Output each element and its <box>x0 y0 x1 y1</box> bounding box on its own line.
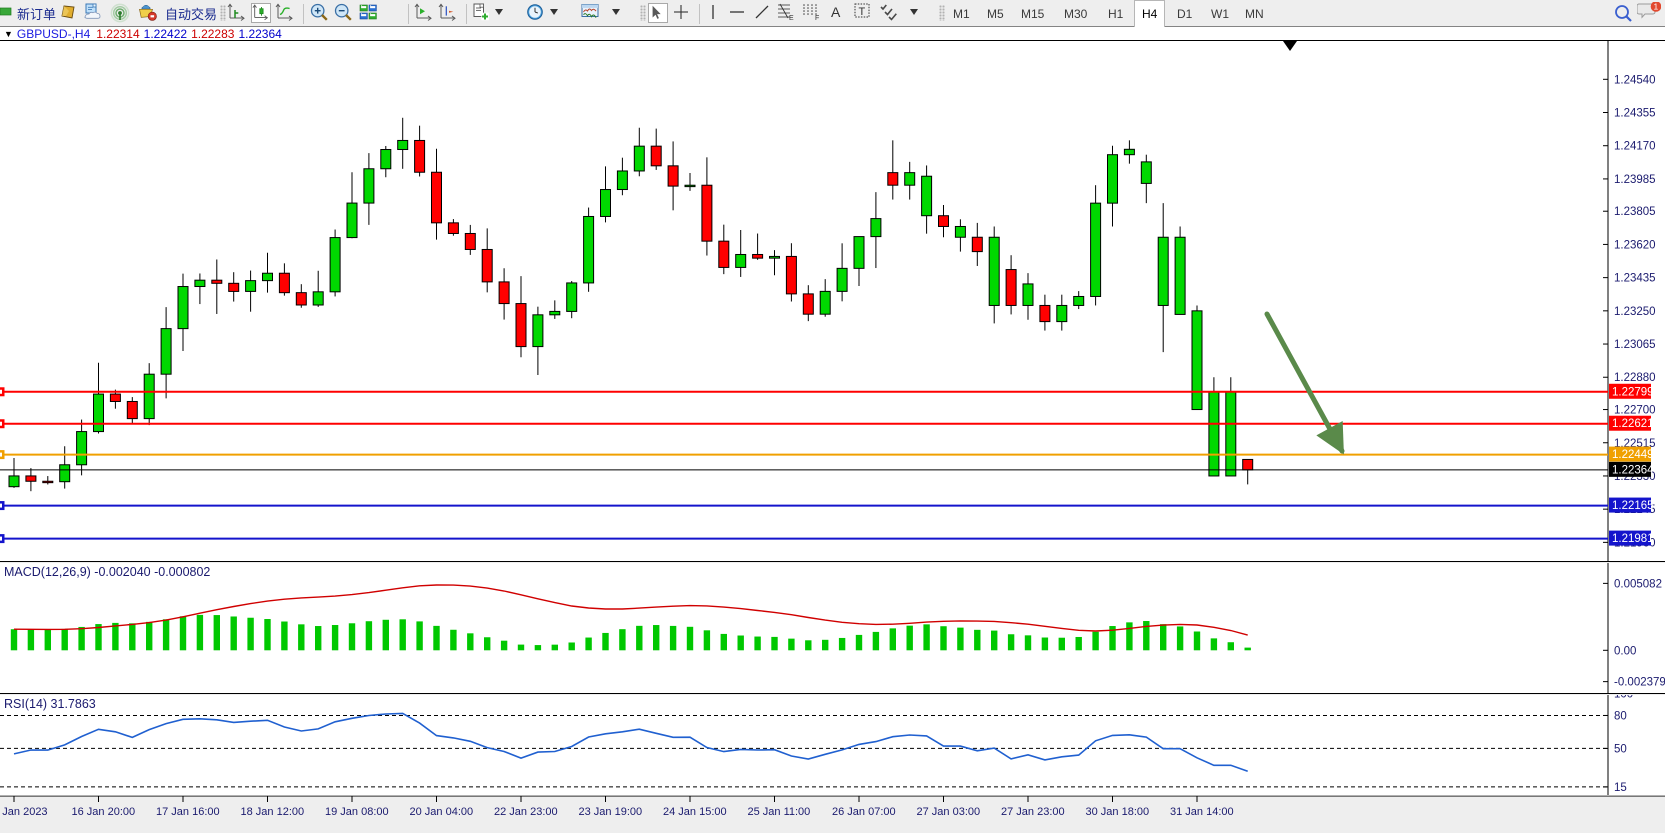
svg-text:27 Jan 03:00: 27 Jan 03:00 <box>917 806 981 818</box>
svg-text:0.005082: 0.005082 <box>1614 578 1662 590</box>
svg-text:16 Jan 20:00: 16 Jan 20:00 <box>72 806 136 818</box>
svg-text:1.24540: 1.24540 <box>1614 74 1656 86</box>
svg-text:50: 50 <box>1614 743 1627 755</box>
svg-text:80: 80 <box>1614 710 1627 722</box>
svg-text:1.24170: 1.24170 <box>1614 141 1656 153</box>
svg-text:17 Jan 16:00: 17 Jan 16:00 <box>156 806 220 818</box>
svg-text:1.24355: 1.24355 <box>1614 108 1656 120</box>
svg-text:-0.002379: -0.002379 <box>1614 677 1665 689</box>
svg-text:RSI(14) 31.7863: RSI(14) 31.7863 <box>4 697 96 711</box>
svg-text:100: 100 <box>1614 695 1633 700</box>
svg-text:A: A <box>831 4 841 20</box>
svg-text:1.23985: 1.23985 <box>1614 174 1656 186</box>
svg-text:30 Jan 18:00: 30 Jan 18:00 <box>1086 806 1150 818</box>
svg-text:19 Jan 08:00: 19 Jan 08:00 <box>325 806 389 818</box>
svg-text:1.22700: 1.22700 <box>1614 405 1656 417</box>
svg-text:1.22799: 1.22799 <box>1612 386 1654 398</box>
svg-text:1.21981: 1.21981 <box>1612 533 1654 545</box>
svg-text:T: T <box>859 6 866 18</box>
svg-text:26 Jan 07:00: 26 Jan 07:00 <box>832 806 896 818</box>
svg-text:23 Jan 19:00: 23 Jan 19:00 <box>579 806 643 818</box>
svg-text:E: E <box>789 15 794 22</box>
svg-text:1.23065: 1.23065 <box>1614 339 1656 351</box>
svg-text:15: 15 <box>1614 782 1627 794</box>
svg-text:0.00: 0.00 <box>1614 645 1636 657</box>
svg-text:1.22621: 1.22621 <box>1612 418 1654 430</box>
svg-text:1.23435: 1.23435 <box>1614 273 1656 285</box>
svg-text:18 Jan 12:00: 18 Jan 12:00 <box>241 806 305 818</box>
svg-text:16 Jan 2023: 16 Jan 2023 <box>0 806 48 818</box>
svg-text:1.22880: 1.22880 <box>1614 372 1656 384</box>
svg-text:27 Jan 23:00: 27 Jan 23:00 <box>1001 806 1065 818</box>
svg-text:24 Jan 15:00: 24 Jan 15:00 <box>663 806 727 818</box>
svg-text:1.22165: 1.22165 <box>1612 500 1654 512</box>
svg-text:1: 1 <box>1654 2 1659 12</box>
svg-text:F: F <box>815 15 819 22</box>
svg-text:1.22449: 1.22449 <box>1612 449 1654 461</box>
svg-text:1.22364: 1.22364 <box>1612 464 1654 476</box>
svg-text:1.23250: 1.23250 <box>1614 306 1656 318</box>
svg-text:25 Jan 11:00: 25 Jan 11:00 <box>748 806 811 818</box>
svg-text:MACD(12,26,9) -0.002040 -0.000: MACD(12,26,9) -0.002040 -0.000802 <box>4 565 210 579</box>
svg-text:1.23805: 1.23805 <box>1614 206 1656 218</box>
svg-text:1.23620: 1.23620 <box>1614 239 1656 251</box>
svg-text:22 Jan 23:00: 22 Jan 23:00 <box>494 806 558 818</box>
svg-text:20 Jan 04:00: 20 Jan 04:00 <box>410 806 474 818</box>
svg-text:31 Jan 14:00: 31 Jan 14:00 <box>1170 806 1234 818</box>
